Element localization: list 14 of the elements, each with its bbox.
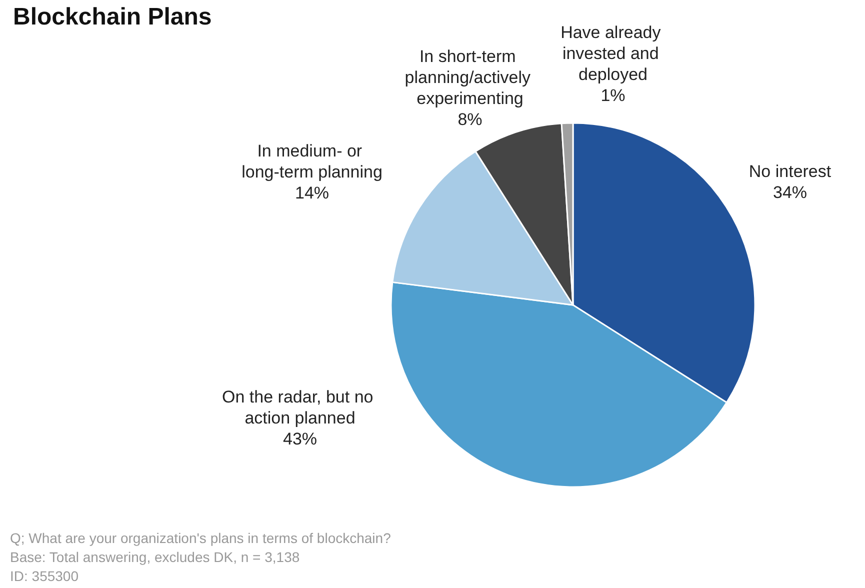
data-label: 8% bbox=[458, 110, 482, 129]
slice-label: On the radar, but no action planned bbox=[222, 388, 378, 428]
slice-label: In medium- or long-term planning bbox=[242, 142, 382, 182]
data-label: 34% bbox=[772, 183, 808, 202]
data-label: 14% bbox=[294, 184, 330, 202]
data-label: 43% bbox=[282, 430, 318, 448]
slice-label: Have already invested and deployed bbox=[560, 23, 666, 84]
text: Q; What are your organization's plans in terms of blockchain? bbox=[10, 530, 392, 546]
text: Base: Total answering, excludes DK, n = 3,138 bbox=[10, 549, 300, 565]
slice-label: In short-term planning/actively experimenting bbox=[404, 47, 536, 108]
chart-title: Blockchain Plans bbox=[13, 4, 212, 30]
slice-label: No interest bbox=[748, 162, 832, 181]
data-label: 1% bbox=[600, 86, 626, 105]
text: ID: 355300 bbox=[10, 568, 79, 584]
